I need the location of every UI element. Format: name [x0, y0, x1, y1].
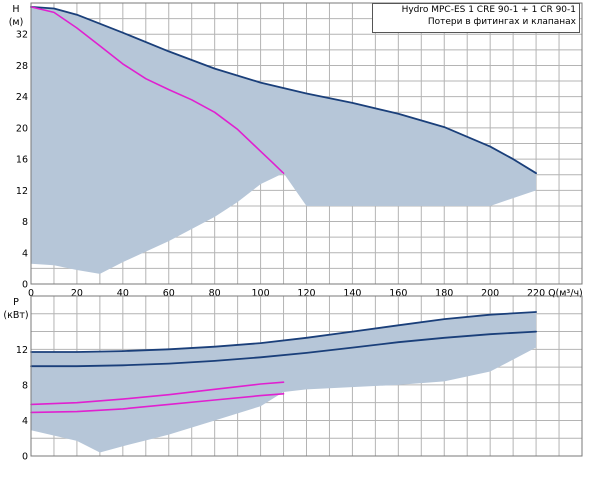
x-tick-label: 220 — [527, 288, 545, 299]
x-tick-label: 60 — [163, 288, 175, 299]
x-tick-label: 200 — [481, 288, 499, 299]
x-tick-label: 140 — [343, 288, 361, 299]
x-tick-label: 160 — [389, 288, 407, 299]
y-tick-label: 8 — [22, 380, 28, 391]
x-tick-label: 180 — [435, 288, 453, 299]
y-tick-label: 20 — [16, 123, 28, 134]
fitting-loss-curve-line-2 — [30, 381, 285, 406]
y-tick-label: 24 — [16, 92, 28, 103]
plot-frame — [30, 2, 583, 285]
x-tick-label: 20 — [71, 288, 83, 299]
y-tick-label: 0 — [22, 280, 28, 291]
x-tick-label: 120 — [297, 288, 315, 299]
legend-title: Hydro MPC-ES 1 CRE 90-1 + 1 CR 90-1 — [401, 5, 576, 15]
y-tick-label: 12 — [16, 186, 28, 197]
y-tick-label: 12 — [16, 345, 28, 356]
legend-subtitle: Потери в фитингах и клапанах — [427, 17, 576, 27]
y-axis-unit: (кВт) — [3, 310, 28, 321]
x-tick-label: 0 — [28, 288, 34, 299]
x-axis-label: Q(м³/ч) — [548, 288, 583, 299]
y-tick-label: 28 — [16, 61, 28, 72]
pump-curve-line-0 — [30, 6, 537, 175]
pump-curve-line-0 — [30, 311, 537, 353]
y-tick-label: 16 — [16, 155, 28, 166]
pump-curve-line-1 — [30, 330, 537, 368]
plot-frame — [30, 295, 583, 457]
x-tick-label: 40 — [117, 288, 129, 299]
x-tick-label: 80 — [209, 288, 221, 299]
y-tick-label: 4 — [22, 248, 28, 259]
fitting-loss-curve-line-1 — [30, 6, 285, 174]
y-tick-label: 32 — [16, 30, 28, 41]
y-axis-symbol: P — [13, 297, 19, 308]
operating-range-band — [31, 6, 537, 274]
y-axis-symbol: H — [12, 4, 19, 15]
chart-legend: Hydro MPC-ES 1 CRE 90-1 + 1 CR 90-1 Поте… — [372, 3, 580, 33]
x-tick-label: 100 — [252, 288, 270, 299]
y-tick-label: 0 — [22, 452, 28, 463]
y-tick-label: 8 — [22, 217, 28, 228]
fitting-loss-curve-line-3 — [30, 393, 285, 414]
y-tick-label: 4 — [22, 416, 28, 427]
y-axis-unit: (м) — [9, 17, 24, 28]
